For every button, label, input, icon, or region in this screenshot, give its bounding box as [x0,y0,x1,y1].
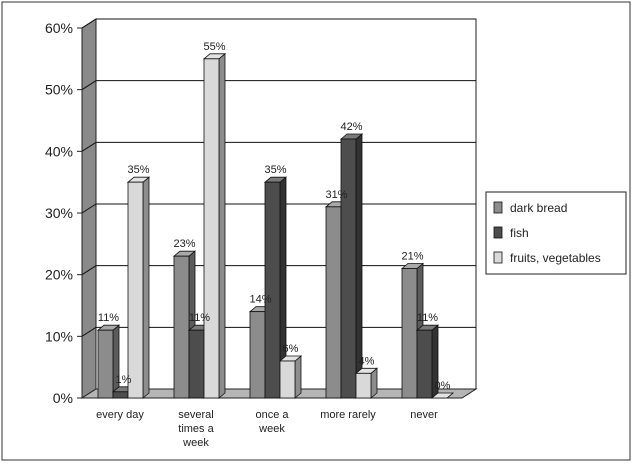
bar-side [294,355,302,399]
x-tick-label: times a [178,423,214,435]
y-tick-label: 50% [45,82,73,98]
data-label: 4% [359,355,375,367]
x-tick-label: never [410,409,438,421]
legend-box [485,191,627,275]
y-tick-label: 20% [45,267,73,283]
bar [127,181,144,399]
legend-swatch [493,201,503,214]
data-label: 1% [116,374,132,386]
x-tick-label: week [182,437,209,449]
data-label: 31% [325,189,347,201]
legend-swatch [493,226,503,239]
bar [325,206,342,399]
bar-top [430,392,455,399]
bar [249,311,266,399]
y-tick-label: 10% [45,328,73,344]
bar [112,391,129,399]
gridline [81,80,476,91]
data-label: 11% [98,312,119,324]
bar [279,360,296,399]
bar [264,181,281,399]
data-label: 11% [417,312,438,324]
bar [97,329,114,399]
data-label: 42% [340,121,362,133]
gridline [81,18,476,29]
bar [340,138,357,399]
legend-label: fruits, vegetables [510,251,601,265]
bar [416,329,433,399]
data-label: 6% [283,343,299,355]
y-tick-label: 40% [45,143,73,159]
data-label: 14% [249,294,271,306]
legend-label: dark bread [510,201,567,215]
data-label: 35% [264,164,286,176]
y-tick-label: 60% [45,20,73,36]
data-label: 55% [203,41,225,53]
bar [401,268,418,399]
x-tick-label: more rarely [320,409,376,421]
data-label: 0% [435,380,451,392]
y-tick-label: 30% [45,205,73,221]
bar-side [142,176,150,399]
bar-side [218,52,226,399]
bar [188,329,205,399]
bar [173,255,190,399]
data-label: 35% [127,164,149,176]
data-label: 23% [173,238,195,250]
legend-label: fish [510,226,529,240]
x-tick-label: several [178,409,213,421]
x-tick-label: week [258,423,285,435]
x-tick-label: every day [96,409,144,421]
bar [355,372,372,399]
y-tick-label: 0% [53,390,73,406]
legend-swatch [493,251,503,264]
data-label: 21% [401,251,423,263]
data-label: 11% [189,312,210,324]
x-tick-label: once a [255,409,289,421]
bar [203,58,220,399]
